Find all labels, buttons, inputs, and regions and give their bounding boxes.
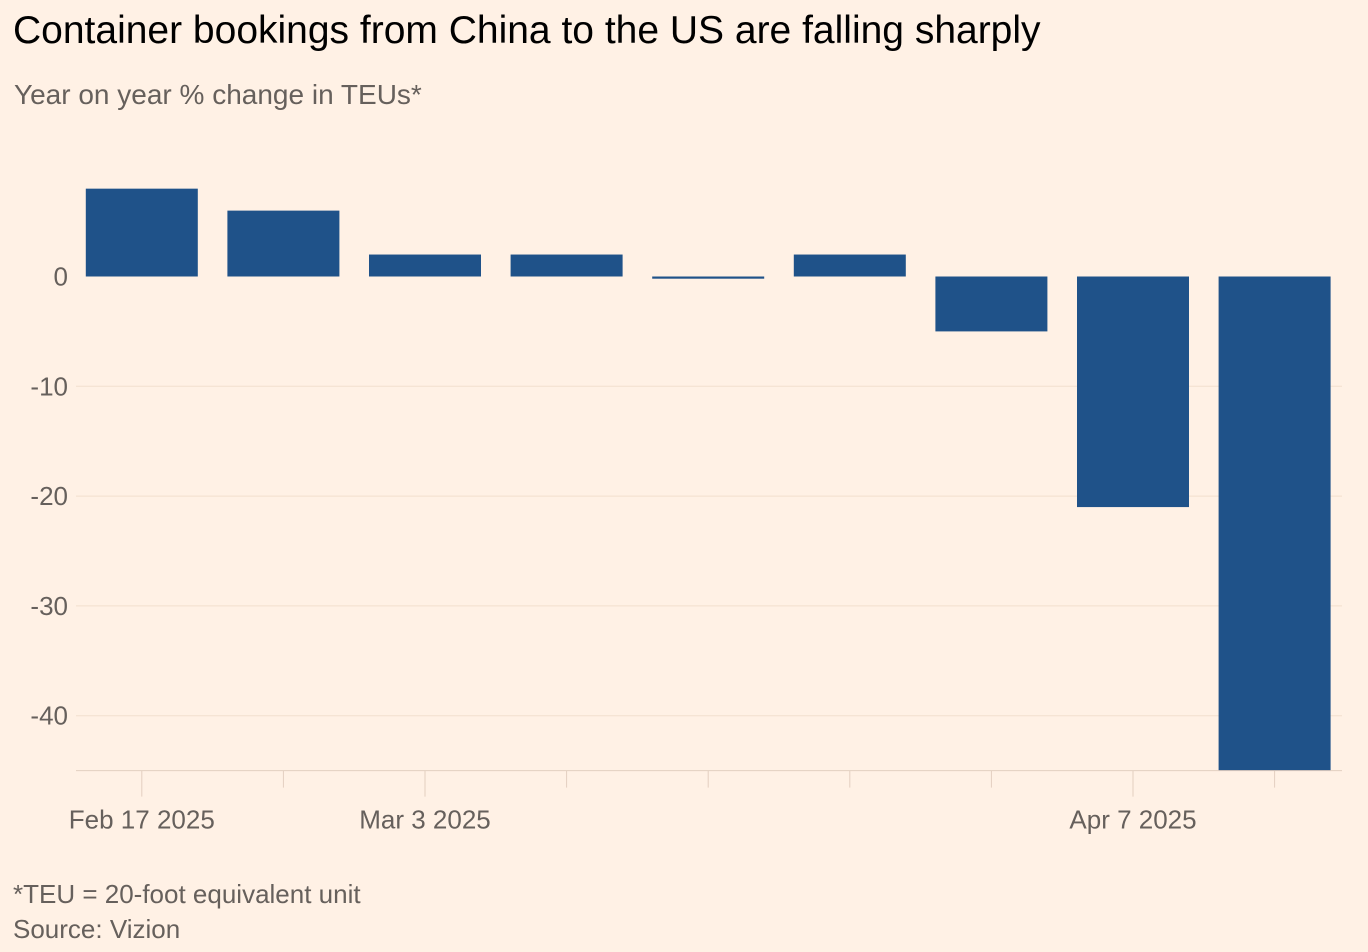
y-axis-tick-labels: 0 -10 -20 -30 -40 [30,262,68,731]
footnote: *TEU = 20-foot equivalent unit [13,879,361,909]
x-tick-label: Mar 3 2025 [359,805,491,835]
bars [85,188,1331,771]
y-tick-label: -30 [30,591,68,621]
bar-2025-04-14 [1218,276,1331,771]
x-tick-label: Apr 7 2025 [1069,805,1196,835]
bar-2025-04-07 [1077,276,1189,508]
bar-2025-03-24 [793,254,906,277]
bar-2025-03-03 [369,254,481,277]
y-tick-label: -20 [30,481,68,511]
chart-subtitle: Year on year % change in TEUs* [14,79,422,110]
x-tick-label: Feb 17 2025 [69,805,215,835]
bar-2025-02-24 [227,210,340,277]
chart-title: Container bookings from China to the US … [13,9,1041,52]
bar-2025-03-10 [510,254,623,277]
source-note: Source: Vizion [13,914,181,944]
bar-2025-02-17 [85,188,198,277]
bar-2025-03-31 [935,276,1048,332]
x-axis: Feb 17 2025 Mar 3 2025 Apr 7 2025 [69,770,1342,835]
y-tick-label: -40 [30,701,68,731]
y-tick-label: -10 [30,371,68,401]
bar-2025-03-17 [652,276,765,279]
y-tick-label: 0 [54,262,68,292]
